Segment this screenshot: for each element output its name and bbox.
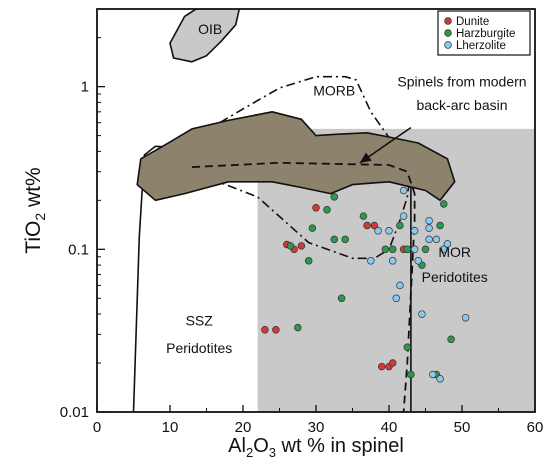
data-point-lherzolite-6 — [399, 212, 408, 220]
x-tick-label: 0 — [93, 419, 101, 436]
data-point-dunite-7 — [370, 221, 379, 230]
data-point-lherzolite-7 — [399, 186, 408, 195]
y-tick-label: 1 — [81, 79, 89, 96]
y-axis-label-part: TiO — [22, 221, 45, 254]
oib-field — [169, 9, 241, 63]
legend-label-dunite: Dunite — [456, 16, 489, 28]
data-point-harzburgite-11 — [388, 245, 397, 254]
legend-label-lherzolite: Lherzolite — [456, 40, 506, 52]
data-point-harzburgite-4 — [323, 206, 331, 214]
x-axis-label: Al2O3 wt % in spinel — [228, 435, 404, 460]
x-axis-label-part: wt % in spinel — [276, 435, 404, 457]
data-point-harzburgite-15 — [407, 370, 415, 379]
legend-marker-harzburgite — [444, 29, 452, 37]
data-point-dunite-8 — [377, 362, 386, 371]
annotation-label: back-arc basin — [416, 97, 507, 113]
y-axis-label-part: 2 — [32, 213, 48, 221]
x-axis-label-part: O — [253, 435, 269, 457]
x-tick-label: 30 — [308, 419, 325, 436]
data-point-harzburgite-19 — [436, 221, 444, 230]
data-point-lherzolite-2 — [385, 227, 393, 235]
dashed-trend-line — [191, 161, 416, 412]
data-point-harzburgite-10 — [381, 245, 390, 254]
data-point-harzburgite-17 — [421, 245, 430, 254]
annotation-arrow-head — [359, 152, 372, 163]
x-axis-label-part: 2 — [246, 445, 253, 460]
data-point-lherzolite-11 — [418, 310, 426, 318]
data-point-lherzolite-19 — [443, 240, 452, 248]
annotation-label: Peridotites — [166, 340, 232, 356]
y-tick-label: 0.1 — [68, 241, 89, 258]
x-axis-label-part: 3 — [269, 445, 276, 460]
data-point-harzburgite-6 — [330, 235, 339, 244]
data-point-lherzolite-17 — [436, 375, 444, 383]
data-point-dunite-1 — [272, 326, 280, 334]
y-axis-label: TiO2 wt% — [22, 167, 48, 253]
x-tick-label: 20 — [235, 419, 252, 436]
annotation-label: Spinels from modern — [397, 74, 526, 90]
data-point-lherzolite-3 — [388, 257, 397, 265]
data-point-harzburgite-12 — [396, 221, 404, 230]
data-point-lherzolite-13 — [425, 216, 433, 225]
data-point-harzburgite-1 — [294, 323, 302, 332]
y-tick-label: 0.01 — [60, 404, 89, 421]
data-point-lherzolite-1 — [374, 227, 382, 235]
x-tick-label: 60 — [527, 419, 544, 436]
data-point-lherzolite-0 — [367, 257, 375, 265]
data-point-lherzolite-8 — [410, 227, 419, 235]
annotation-label: Peridotites — [422, 269, 488, 285]
data-point-harzburgite-2 — [304, 257, 313, 265]
data-point-harzburgite-9 — [359, 212, 368, 220]
data-point-harzburgite-3 — [308, 224, 317, 232]
data-point-lherzolite-5 — [396, 281, 404, 290]
y-axis-label-part: wt% — [22, 167, 45, 213]
data-point-lherzolite-15 — [429, 370, 437, 379]
data-point-lherzolite-16 — [432, 235, 441, 244]
data-point-harzburgite-5 — [330, 193, 339, 201]
plot-area — [132, 9, 535, 412]
x-tick-label: 10 — [162, 419, 179, 436]
annotation-label: SSZ — [186, 313, 214, 329]
data-point-lherzolite-12 — [425, 224, 433, 232]
data-point-harzburgite-7 — [337, 294, 346, 303]
data-point-harzburgite-13 — [403, 245, 412, 254]
data-point-dunite-0 — [261, 326, 269, 334]
x-tick-label: 50 — [454, 419, 471, 436]
data-point-lherzolite-4 — [392, 294, 401, 303]
data-point-lherzolite-14 — [425, 235, 433, 244]
data-point-dunite-5 — [312, 204, 320, 212]
x-axis-label-part: Al — [228, 435, 246, 457]
x-tick-label: 40 — [381, 419, 398, 436]
data-point-harzburgite-8 — [341, 235, 349, 244]
legend-label-harzburgite: Harzburgite — [456, 28, 515, 40]
legend-marker-dunite — [444, 17, 452, 25]
data-point-harzburgite-0 — [286, 242, 295, 250]
spinels-from-modern-back-arc-basin-field — [136, 111, 456, 202]
legend-marker-lherzolite — [444, 41, 452, 49]
annotation-label: MORB — [313, 83, 355, 99]
data-point-harzburgite-20 — [440, 200, 448, 208]
data-point-harzburgite-14 — [403, 343, 412, 352]
data-point-lherzolite-9 — [410, 245, 419, 254]
data-point-dunite-4 — [297, 242, 306, 250]
data-point-lherzolite-18 — [440, 245, 448, 254]
data-point-lherzolite-20 — [461, 313, 470, 322]
data-point-dunite-10 — [388, 359, 397, 367]
annotation-label: OIB — [198, 21, 222, 37]
data-point-lherzolite-10 — [414, 257, 422, 265]
data-point-dunite-6 — [363, 221, 371, 230]
data-point-harzburgite-21 — [447, 335, 455, 344]
legend-box — [437, 10, 531, 56]
annotation-label: MOR — [438, 244, 471, 260]
